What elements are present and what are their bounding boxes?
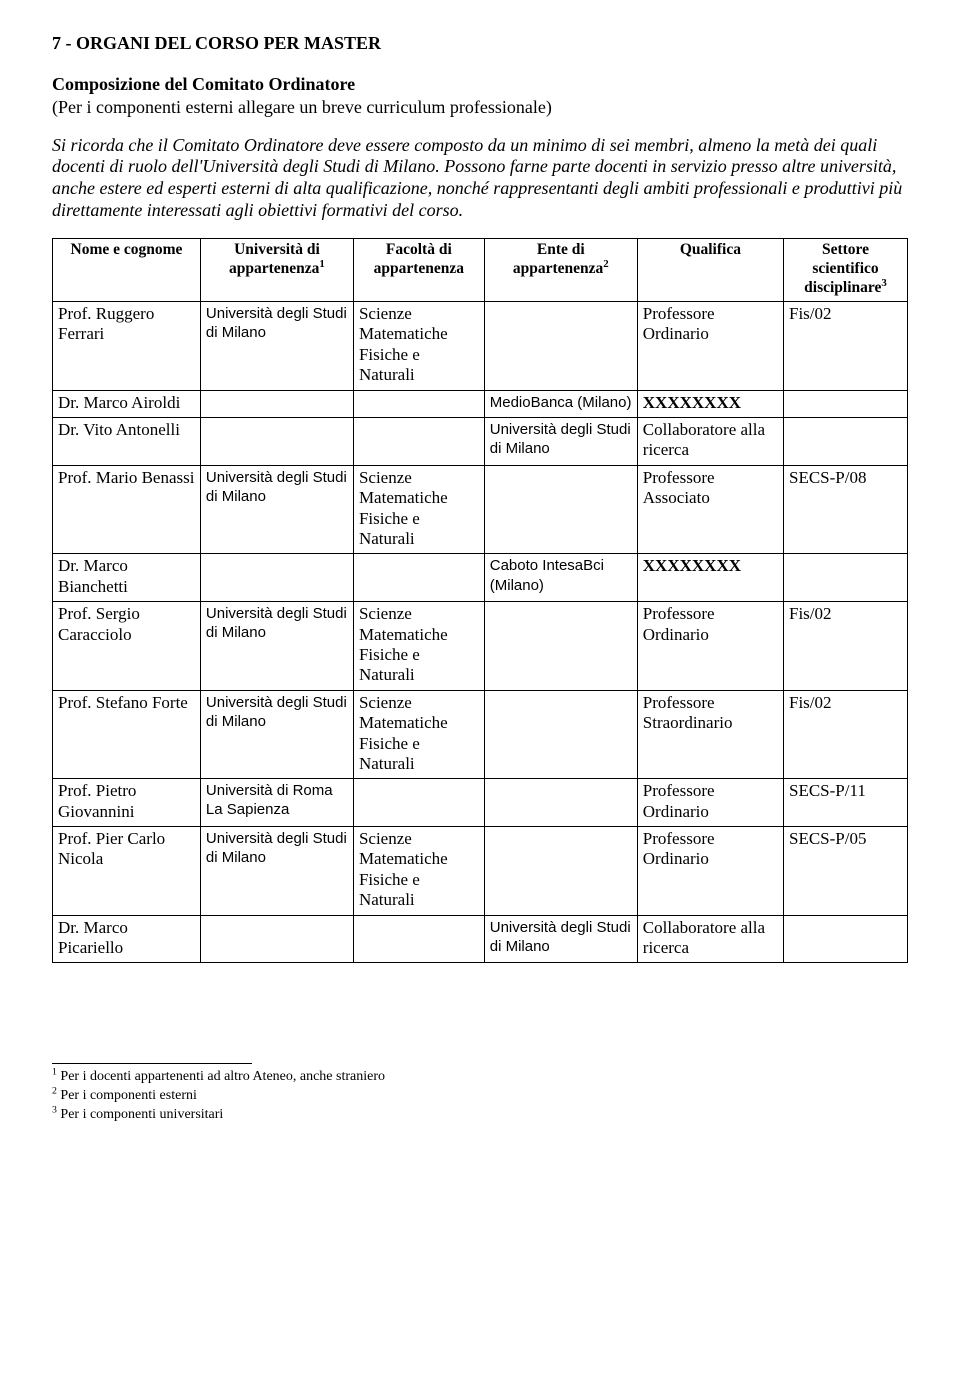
paren-note: (Per i componenti esterni allegare un br… xyxy=(52,96,908,119)
footnote-1: 1 Per i docenti appartenenti ad altro At… xyxy=(52,1068,908,1087)
cell-fac xyxy=(353,779,484,827)
committee-table: Nome e cognome Università di appartenenz… xyxy=(52,238,908,963)
cell-fac: Scienze Matematiche Fisiche e Naturali xyxy=(353,465,484,554)
table-row: Dr. Marco Picariello Università degli Stu… xyxy=(53,915,908,963)
cell-fac: Scienze Matematiche Fisiche e Naturali xyxy=(353,602,484,691)
section-heading: 7 - ORGANI DEL CORSO PER MASTER xyxy=(52,32,908,55)
cell-fac xyxy=(353,915,484,963)
cell-sett: SECS-P/11 xyxy=(783,779,907,827)
cell-name: Prof. Pietro Giovannini xyxy=(53,779,201,827)
cell-uni xyxy=(200,418,353,466)
footnote-3: 3 Per i componenti universitari xyxy=(52,1106,908,1125)
table-row: Prof. Sergio CaraccioloUniversità degli … xyxy=(53,602,908,691)
cell-fac: Scienze Matematiche Fisiche e Naturali xyxy=(353,302,484,391)
table-row: Dr. Marco Bianchetti Caboto IntesaBci (Mi… xyxy=(53,554,908,602)
subheading: Composizione del Comitato Ordinatore xyxy=(52,73,908,96)
table-row: Dr. Marco Airoldi MedioBanca (Milano)XXXX… xyxy=(53,390,908,417)
cell-name: Prof. Stefano Forte xyxy=(53,690,201,779)
cell-ente xyxy=(484,465,637,554)
cell-sett xyxy=(783,915,907,963)
intro-paragraph: Si ricorda che il Comitato Ordinatore de… xyxy=(52,135,908,223)
cell-name: Dr. Marco Airoldi xyxy=(53,390,201,417)
table-header-row: Nome e cognome Università di appartenenz… xyxy=(53,239,908,302)
cell-uni: Università degli Studi di Milano xyxy=(200,465,353,554)
cell-fac: Scienze Matematiche Fisiche e Naturali xyxy=(353,690,484,779)
cell-ente xyxy=(484,779,637,827)
cell-name: Prof. Sergio Caracciolo xyxy=(53,602,201,691)
cell-qual: XXXXXXXX xyxy=(637,554,783,602)
cell-ente: Caboto IntesaBci (Milano) xyxy=(484,554,637,602)
cell-uni: Università degli Studi di Milano xyxy=(200,602,353,691)
cell-name: Dr. Marco Bianchetti xyxy=(53,554,201,602)
cell-fac xyxy=(353,390,484,417)
cell-uni: Università degli Studi di Milano xyxy=(200,827,353,916)
cell-ente xyxy=(484,602,637,691)
cell-uni: Università di Roma La Sapienza xyxy=(200,779,353,827)
cell-fac xyxy=(353,418,484,466)
cell-ente: MedioBanca (Milano) xyxy=(484,390,637,417)
th-fac: Facoltà di appartenenza xyxy=(353,239,484,302)
table-row: Dr. Vito Antonelli Università degli Studi… xyxy=(53,418,908,466)
cell-ente: Università degli Studi di Milano xyxy=(484,915,637,963)
footnote-2: 2 Per i componenti esterni xyxy=(52,1087,908,1106)
th-qual: Qualifica xyxy=(637,239,783,302)
th-sett: Settore scientifico disciplinare3 xyxy=(783,239,907,302)
cell-ente xyxy=(484,827,637,916)
cell-qual: Professore Straordinario xyxy=(637,690,783,779)
cell-name: Prof. Mario Benassi xyxy=(53,465,201,554)
th-ente: Ente di appartenenza2 xyxy=(484,239,637,302)
cell-fac: Scienze Matematiche Fisiche e Naturali xyxy=(353,827,484,916)
cell-uni: Università degli Studi di Milano xyxy=(200,302,353,391)
th-name: Nome e cognome xyxy=(53,239,201,302)
table-row: Prof. Pietro GiovanniniUniversità di Rom… xyxy=(53,779,908,827)
table-row: Prof. Ruggero FerrariUniversità degli St… xyxy=(53,302,908,391)
footnote-separator xyxy=(52,1063,252,1064)
cell-sett: Fis/02 xyxy=(783,602,907,691)
th-uni: Università di appartenenza1 xyxy=(200,239,353,302)
cell-qual: XXXXXXXX xyxy=(637,390,783,417)
cell-name: Dr. Marco Picariello xyxy=(53,915,201,963)
cell-sett: Fis/02 xyxy=(783,302,907,391)
cell-qual: Professore Associato xyxy=(637,465,783,554)
cell-sett xyxy=(783,554,907,602)
cell-ente xyxy=(484,690,637,779)
cell-sett xyxy=(783,418,907,466)
cell-qual: Professore Ordinario xyxy=(637,779,783,827)
cell-qual: Professore Ordinario xyxy=(637,827,783,916)
footnotes: 1 Per i docenti appartenenti ad altro At… xyxy=(52,1068,908,1125)
cell-name: Prof. Ruggero Ferrari xyxy=(53,302,201,391)
cell-uni xyxy=(200,554,353,602)
cell-uni xyxy=(200,915,353,963)
cell-qual: Collaboratore alla ricerca xyxy=(637,418,783,466)
cell-sett: SECS-P/05 xyxy=(783,827,907,916)
table-row: Prof. Mario BenassiUniversità degli Stud… xyxy=(53,465,908,554)
cell-fac xyxy=(353,554,484,602)
cell-qual: Collaboratore alla ricerca xyxy=(637,915,783,963)
cell-ente: Università degli Studi di Milano xyxy=(484,418,637,466)
cell-uni xyxy=(200,390,353,417)
cell-sett xyxy=(783,390,907,417)
cell-ente xyxy=(484,302,637,391)
cell-sett: Fis/02 xyxy=(783,690,907,779)
cell-name: Prof. Pier Carlo Nicola xyxy=(53,827,201,916)
cell-name: Dr. Vito Antonelli xyxy=(53,418,201,466)
table-row: Prof. Pier Carlo NicolaUniversità degli … xyxy=(53,827,908,916)
cell-qual: Professore Ordinario xyxy=(637,302,783,391)
cell-uni: Università degli Studi di Milano xyxy=(200,690,353,779)
table-row: Prof. Stefano ForteUniversità degli Stud… xyxy=(53,690,908,779)
cell-qual: Professore Ordinario xyxy=(637,602,783,691)
cell-sett: SECS-P/08 xyxy=(783,465,907,554)
